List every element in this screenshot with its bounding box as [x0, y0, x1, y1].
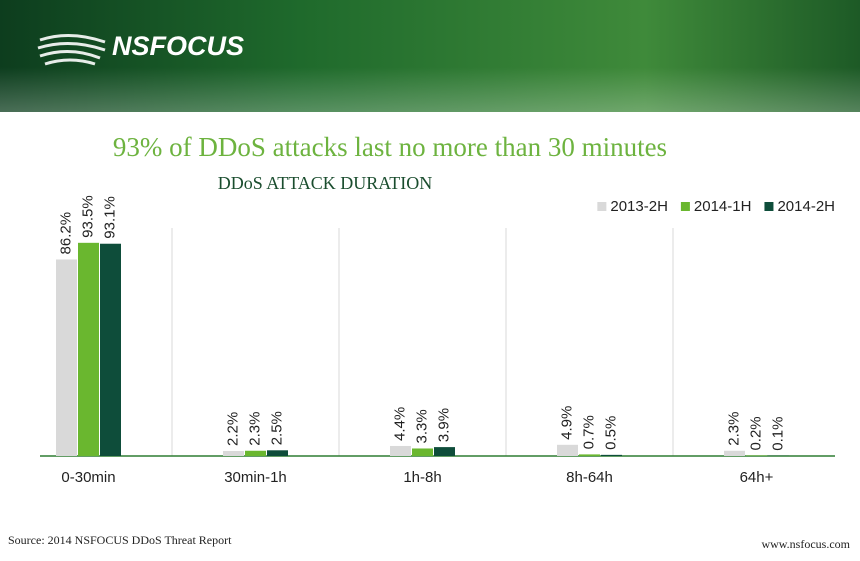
- value-label: 93.1%: [101, 196, 118, 239]
- source-note: Source: 2014 NSFOCUS DDoS Threat Report: [8, 533, 232, 547]
- bar: [724, 450, 745, 456]
- value-label: 86.2%: [57, 212, 74, 255]
- value-label: 2.2%: [224, 412, 241, 446]
- legend-label: 2013-2H: [610, 198, 668, 215]
- bar: [78, 242, 99, 456]
- value-label: 0.7%: [580, 415, 597, 449]
- legend-swatch: [680, 202, 690, 211]
- bar: [56, 259, 77, 456]
- bar: [412, 448, 433, 456]
- bar: [557, 444, 578, 456]
- x-tick-label: 30min-1h: [224, 469, 287, 486]
- value-label: 93.5%: [79, 195, 96, 238]
- legend-label: 2014-1H: [694, 198, 752, 215]
- bar: [390, 445, 411, 456]
- value-label: 4.4%: [391, 407, 408, 441]
- value-label: 0.5%: [602, 416, 619, 450]
- legend-label: 2014-2H: [777, 198, 835, 215]
- legend-swatch: [597, 202, 607, 211]
- x-tick-label: 64h+: [740, 469, 774, 486]
- logo-text: NSFOCUS: [112, 31, 244, 61]
- bar: [601, 454, 622, 456]
- value-label: 2.3%: [725, 412, 742, 446]
- x-tick-label: 8h-64h: [566, 469, 613, 486]
- x-tick-label: 0-30min: [61, 469, 115, 486]
- bar: [579, 454, 600, 456]
- legend-swatch: [764, 202, 774, 211]
- bar: [100, 243, 121, 456]
- value-label: 3.3%: [413, 409, 430, 443]
- value-label: 2.3%: [246, 412, 263, 446]
- website: www.nsfocus.com: [761, 537, 850, 551]
- value-label: 4.9%: [558, 406, 575, 440]
- bar: [434, 447, 455, 456]
- value-label: 3.9%: [435, 408, 452, 442]
- chart-subtitle: DDoS ATTACK DURATION: [218, 173, 433, 193]
- value-label: 0.1%: [769, 417, 786, 451]
- x-tick-label: 1h-8h: [403, 469, 441, 486]
- bar: [245, 450, 266, 456]
- header-shade: [0, 0, 860, 112]
- bar: [223, 450, 244, 456]
- chart-title: 93% of DDoS attacks last no more than 30…: [113, 132, 667, 162]
- value-label: 2.5%: [268, 411, 285, 445]
- bar: [267, 450, 288, 456]
- logo-flag: [37, 33, 106, 66]
- value-label: 0.2%: [747, 416, 764, 450]
